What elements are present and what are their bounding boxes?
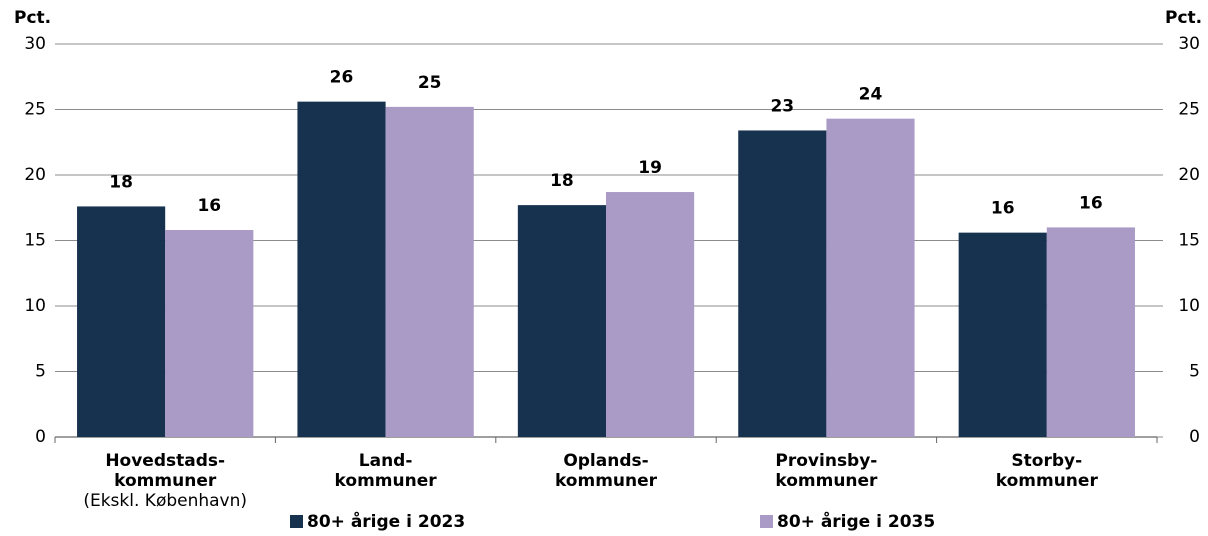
- x-tick-label: Oplands-: [563, 451, 648, 471]
- bar: [77, 206, 166, 437]
- bar: [826, 118, 915, 438]
- y-tick-label: 25: [24, 100, 46, 120]
- x-tick-label: Hovedstads-: [105, 451, 225, 471]
- data-label: 24: [859, 85, 883, 105]
- legend-swatch: [290, 515, 303, 528]
- y2-tick-label: 10: [1178, 296, 1200, 316]
- bar: [1046, 227, 1135, 437]
- data-label: 18: [550, 171, 574, 191]
- x-tick-label: (Ekskl. København): [83, 491, 247, 511]
- data-label: 18: [109, 172, 133, 192]
- bar: [165, 230, 254, 437]
- x-tick-label: kommuner: [555, 471, 658, 491]
- x-tick-label: kommuner: [335, 471, 438, 491]
- y2-tick-label: 25: [1178, 100, 1200, 120]
- x-tick-label: Land-: [359, 451, 413, 471]
- bar: [606, 192, 695, 437]
- x-tick-label: kommuner: [775, 471, 878, 491]
- data-label: 19: [638, 158, 662, 178]
- x-tick-label: Provinsby-: [775, 451, 877, 471]
- bar: [297, 101, 386, 437]
- x-tick-label: kommuner: [114, 471, 217, 491]
- bar: [958, 232, 1047, 437]
- y-tick-label: 15: [24, 231, 46, 251]
- y-tick-label: 10: [24, 296, 46, 316]
- y2-tick-label: 5: [1189, 362, 1200, 382]
- data-label: 25: [418, 73, 442, 93]
- y-tick-label: 20: [24, 165, 46, 185]
- legend-label: 80+ årige i 2023: [307, 510, 465, 532]
- data-label: 16: [1079, 193, 1103, 213]
- data-label: 16: [991, 199, 1015, 219]
- y2-axis-label: Pct.: [1165, 8, 1202, 28]
- y-axis-label: Pct.: [14, 8, 51, 28]
- y-tick-label: 0: [35, 427, 46, 447]
- y2-tick-label: 0: [1189, 427, 1200, 447]
- y2-tick-label: 15: [1178, 231, 1200, 251]
- y2-tick-label: 20: [1178, 165, 1200, 185]
- data-label: 26: [330, 68, 354, 88]
- legend-label: 80+ årige i 2035: [777, 510, 935, 532]
- bar: [738, 130, 827, 437]
- y-tick-label: 30: [24, 34, 46, 54]
- bar: [385, 106, 474, 437]
- x-tick-label: Storby-: [1011, 451, 1082, 471]
- data-label: 23: [770, 96, 794, 116]
- bar: [517, 205, 606, 437]
- legend-swatch: [760, 515, 773, 528]
- x-tick-label: kommuner: [996, 471, 1099, 491]
- data-label: 16: [197, 196, 221, 216]
- y-tick-label: 5: [35, 362, 46, 382]
- y2-tick-label: 30: [1178, 34, 1200, 54]
